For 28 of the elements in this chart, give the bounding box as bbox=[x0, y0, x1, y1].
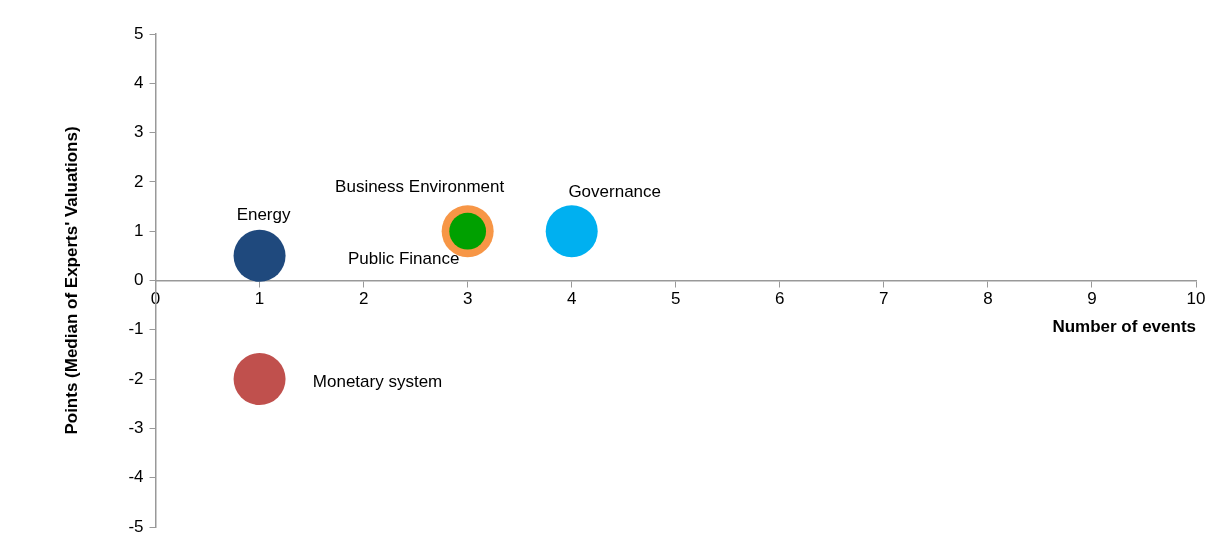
x-tick-label: 2 bbox=[358, 289, 369, 309]
x-tick-label: 8 bbox=[983, 289, 993, 309]
y-tick-label: 4 bbox=[134, 72, 144, 92]
series-label: Business Environment bbox=[335, 176, 505, 196]
series-label: Energy bbox=[236, 204, 291, 224]
y-tick-label: 1 bbox=[134, 220, 144, 240]
y-tick-label: -1 bbox=[128, 319, 144, 339]
x-tick-label: 5 bbox=[671, 289, 681, 309]
y-tick-label: -2 bbox=[128, 368, 144, 388]
y-tick-label: 5 bbox=[134, 23, 144, 43]
x-tick-label: 9 bbox=[1087, 289, 1097, 309]
y-tick-label: 3 bbox=[134, 122, 144, 142]
x-tick-label: 10 bbox=[1186, 289, 1206, 309]
y-tick-label: -5 bbox=[128, 516, 144, 536]
x-tick-label: 3 bbox=[462, 289, 473, 309]
y-tick-label: 2 bbox=[134, 171, 144, 191]
y-tick-label: -4 bbox=[128, 467, 144, 487]
x-axis-title: Number of events bbox=[1052, 316, 1196, 336]
x-tick-label: 1 bbox=[254, 289, 265, 309]
x-tick-label: 6 bbox=[775, 289, 785, 309]
series-label: Governance bbox=[568, 181, 662, 201]
y-axis-title: Points (Median of Experts' Valuations) bbox=[61, 126, 81, 435]
x-tick-label: 4 bbox=[566, 289, 577, 309]
y-tick-label: -3 bbox=[128, 418, 144, 438]
y-tick-label: 0 bbox=[134, 270, 144, 290]
series-label: Monetary system bbox=[312, 371, 443, 391]
x-tick-label: 7 bbox=[879, 289, 889, 309]
series-label: Public Finance bbox=[347, 248, 460, 268]
